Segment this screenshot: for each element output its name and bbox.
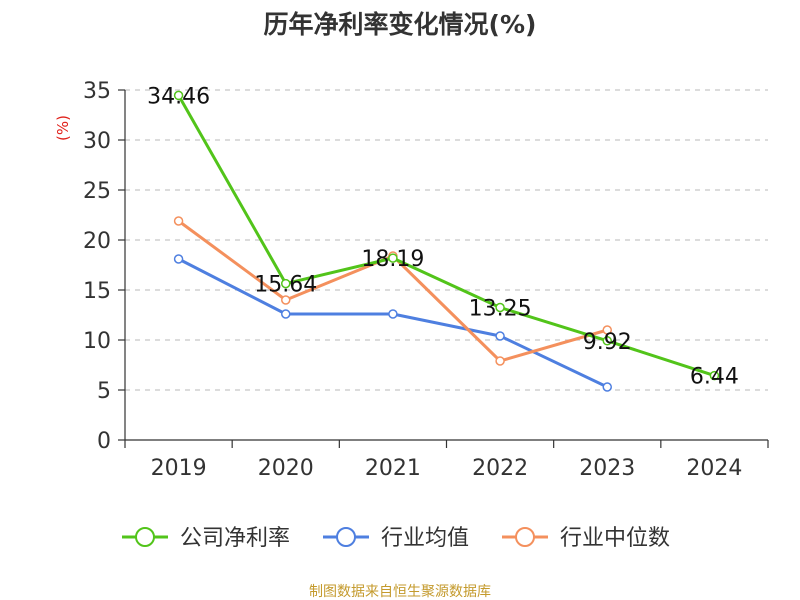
data-point [173,90,184,101]
data-label: 9.92 [583,330,632,355]
data-point [602,382,612,392]
x-tick-label: 2021 [365,456,421,481]
y-tick-label: 35 [83,79,111,104]
grid-lines [125,89,768,391]
data-label: 13.25 [469,297,532,322]
data-label: 18.19 [361,247,424,272]
y-axis-label: (%) [54,115,72,141]
y-tick-label: 30 [83,129,111,154]
data-point [173,254,184,264]
legend: 公司净利率 行业均值 行业中位数 [122,526,670,551]
y-tick-label: 5 [97,379,111,404]
y-tick-label: 15 [83,279,111,304]
data-point [281,309,291,319]
legend-label: 行业均值 [381,526,469,551]
data-point [495,356,505,366]
legend-item[interactable]: 行业中位数 [502,526,670,551]
data-label: 6.44 [690,365,739,390]
data-points [173,90,720,392]
x-tick-label: 2020 [258,456,314,481]
data-point [602,336,612,346]
data-point [281,278,291,289]
source-note: 制图数据来自恒生聚源数据库 [309,584,491,600]
y-tick-label: 20 [83,229,111,254]
data-point [173,216,184,226]
x-tick-label: 2024 [686,456,742,481]
chart-title: 历年净利率变化情况(%) [264,10,537,39]
legend-label: 行业中位数 [560,526,670,551]
legend-marker-icon [135,527,155,547]
series-line [177,257,608,389]
series-line [177,94,715,378]
legend-marker-icon [336,527,356,547]
y-tick-label: 0 [97,429,111,454]
data-point [495,331,505,341]
axes: 0 5 10 15 20 25 30 35 2019 2020 2021 2022 2023 2024 [83,79,769,481]
legend-item[interactable]: 公司净利率 [122,526,290,551]
data-point [388,309,398,319]
data-point [281,295,291,305]
x-tick-label: 2023 [579,456,635,481]
data-point [495,302,505,313]
x-tick-label: 2022 [472,456,528,481]
data-point [602,325,612,335]
legend-item[interactable]: 行业均值 [323,526,469,551]
data-labels: 34.46 15.64 18.19 13.25 9.92 6.44 [147,84,739,389]
data-label: 34.46 [147,84,210,109]
x-tick-label: 2019 [151,456,207,481]
legend-marker-icon [515,527,535,547]
y-tick-label: 10 [83,329,111,354]
series-lines [177,94,715,389]
y-tick-label: 25 [83,179,111,204]
data-point [388,253,398,263]
data-label: 15.64 [254,273,317,298]
legend-label: 公司净利率 [180,526,290,551]
data-point [709,370,720,381]
